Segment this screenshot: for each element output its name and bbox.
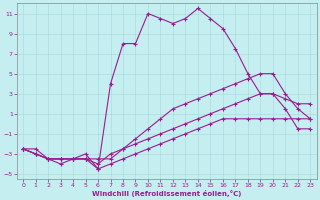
X-axis label: Windchill (Refroidissement éolien,°C): Windchill (Refroidissement éolien,°C): [92, 190, 241, 197]
